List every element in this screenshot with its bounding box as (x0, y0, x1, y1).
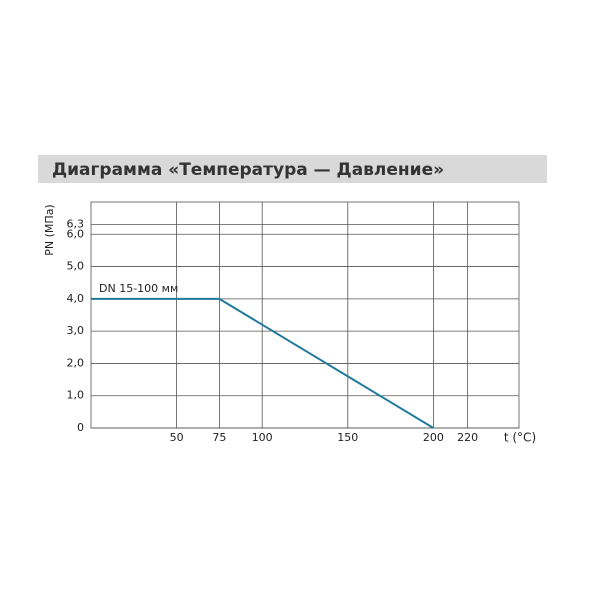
y-tick-label: 1,0 (67, 389, 85, 402)
y-tick-label: 0 (77, 421, 84, 434)
y-tick-label: 4,0 (67, 292, 85, 305)
y-tick-label: 3,0 (67, 324, 85, 337)
series-label: DN 15-100 мм (99, 282, 178, 295)
y-tick-label: 5,0 (67, 260, 85, 273)
series-line (91, 297, 434, 429)
y-axis-label: PN (МПа) (43, 204, 56, 255)
y-tick-label: 6,0 (67, 227, 85, 240)
y-tick-label: 2,0 (67, 356, 85, 369)
title-band (38, 155, 547, 183)
y-tick-label: 6,3 (67, 218, 85, 231)
plot-frame (90, 201, 520, 429)
x-tick-label: 75 (212, 431, 226, 444)
x-axis-label: t (°C) (504, 431, 536, 445)
x-tick-label: 150 (337, 431, 358, 444)
x-tick-label: 200 (423, 431, 444, 444)
x-tick-label: 100 (252, 431, 273, 444)
x-tick-label: 220 (457, 431, 478, 444)
chart-title: Диаграмма «Температура — Давление» (52, 160, 444, 180)
x-tick-label: 50 (170, 431, 184, 444)
